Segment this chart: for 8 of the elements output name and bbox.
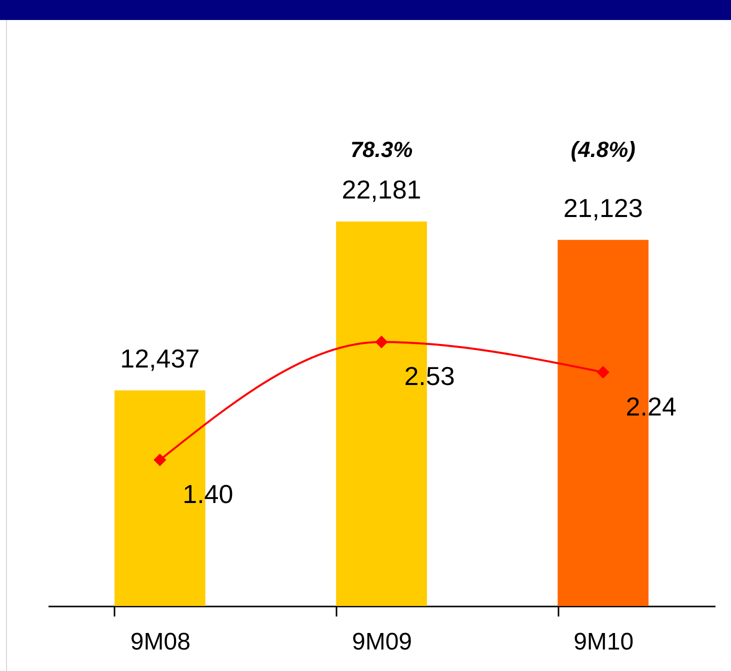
data-label: 22,181 (342, 174, 422, 205)
x-tick-label: 9M08 (130, 628, 190, 656)
data-label: 12,437 (120, 343, 200, 374)
x-tick-label: 9M09 (352, 628, 412, 656)
text: (4.8%) (570, 137, 636, 162)
text: 78.3% (350, 137, 413, 162)
x-tick-label: 9M10 (574, 628, 634, 656)
data-label: 21,123 (563, 192, 643, 223)
